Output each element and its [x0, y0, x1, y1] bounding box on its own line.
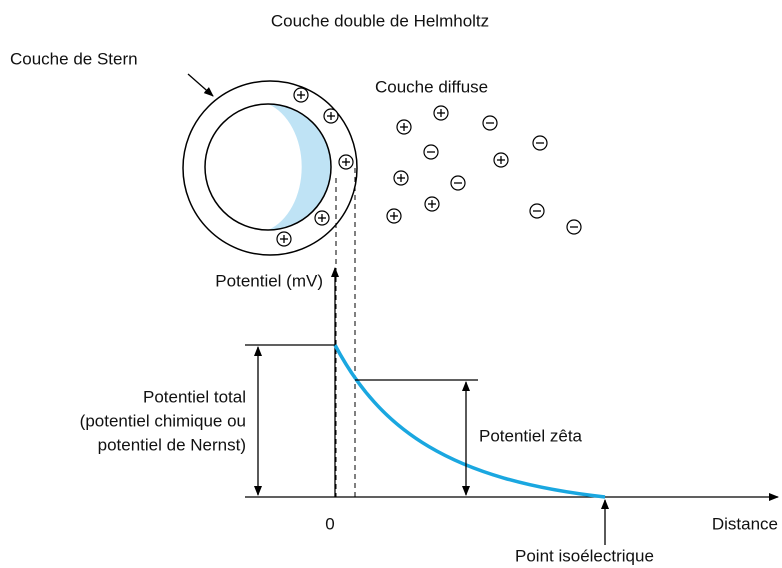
x-axis-label: Distance: [712, 514, 778, 533]
potential-curve: [333, 344, 606, 499]
title: Couche double de Helmholtz: [271, 11, 489, 30]
diffuse-ions: [386, 105, 582, 235]
stern-label: Couche de Stern: [10, 49, 138, 68]
total-label: potentiel de Nernst): [98, 435, 246, 454]
isoelectric-label: Point isoélectrique: [515, 546, 654, 565]
y-axis-label: Potentiel (mV): [215, 271, 323, 290]
particle: [182, 80, 358, 256]
zeta-label: Potentiel zêta: [479, 426, 583, 445]
total-label: (potentiel chimique ou: [80, 411, 246, 430]
stern-arrow: [187, 73, 214, 97]
origin-label: 0: [325, 514, 334, 533]
total-label: Potentiel total: [143, 387, 246, 406]
diffuse-label: Couche diffuse: [375, 77, 488, 96]
dashed-lines: [335, 168, 356, 497]
